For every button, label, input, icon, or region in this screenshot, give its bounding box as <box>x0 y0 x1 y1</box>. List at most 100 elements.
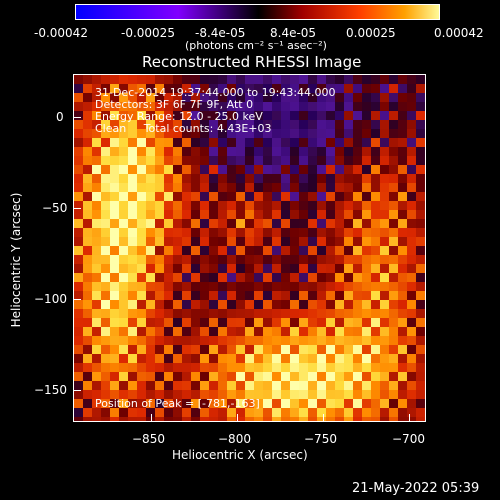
heatmap-cell <box>146 291 155 300</box>
heatmap-cell <box>137 93 146 102</box>
heatmap-cell <box>254 309 263 318</box>
heatmap-cell <box>83 318 92 327</box>
heatmap-cell <box>317 237 326 246</box>
heatmap-cell <box>299 165 308 174</box>
heatmap-cell <box>380 336 389 345</box>
heatmap-cell <box>110 165 119 174</box>
heatmap-cell <box>308 300 317 309</box>
heatmap-cell <box>389 363 398 372</box>
heatmap-cell <box>317 174 326 183</box>
heatmap-cell <box>308 372 317 381</box>
heatmap-cell <box>110 264 119 273</box>
heatmap-cell <box>389 264 398 273</box>
heatmap-cell <box>263 336 272 345</box>
heatmap-cell <box>209 300 218 309</box>
heatmap-cell <box>344 129 353 138</box>
heatmap-cell <box>101 354 110 363</box>
heatmap-cell <box>137 318 146 327</box>
heatmap-cell <box>218 264 227 273</box>
heatmap-cell <box>362 192 371 201</box>
heatmap-cell <box>155 390 164 399</box>
colorbar-unit-label: (photons cm⁻² s⁻¹ asec⁻²) <box>185 39 327 52</box>
heatmap-cell <box>317 336 326 345</box>
heatmap-cell <box>254 417 263 421</box>
heatmap-cell <box>299 372 308 381</box>
heatmap-cell <box>353 309 362 318</box>
heatmap-cell <box>110 291 119 300</box>
heatmap-cell <box>362 327 371 336</box>
heatmap-cell <box>353 147 362 156</box>
heatmap-cell <box>137 309 146 318</box>
heatmap-cell <box>200 408 209 417</box>
heatmap-cell <box>227 390 236 399</box>
heatmap-cell <box>272 111 281 120</box>
heatmap-cell <box>200 84 209 93</box>
heatmap-cell <box>371 336 380 345</box>
heatmap-cell <box>254 381 263 390</box>
heatmap-cell <box>209 183 218 192</box>
heatmap-cell <box>182 390 191 399</box>
heatmap-cell <box>353 219 362 228</box>
heatmap-cell <box>137 75 146 84</box>
heatmap-cell <box>119 318 128 327</box>
heatmap-cell <box>371 102 380 111</box>
heatmap-cell <box>128 120 137 129</box>
heatmap-cell <box>263 318 272 327</box>
heatmap-cell <box>218 255 227 264</box>
heatmap-cell <box>416 336 425 345</box>
heatmap-cell <box>155 93 164 102</box>
heatmap-cell <box>371 201 380 210</box>
heatmap-cell <box>209 102 218 111</box>
heatmap-cell <box>218 228 227 237</box>
heatmap-cell <box>92 201 101 210</box>
heatmap-cell <box>182 345 191 354</box>
heatmap-cell <box>335 147 344 156</box>
heatmap-cell <box>227 192 236 201</box>
heatmap-cell <box>92 345 101 354</box>
heatmap-cell <box>173 291 182 300</box>
heatmap-cell <box>182 255 191 264</box>
heatmap-cell <box>191 210 200 219</box>
heatmap-cell <box>254 111 263 120</box>
y-tickmark <box>74 208 81 209</box>
heatmap-cell <box>137 210 146 219</box>
heatmap-cell <box>191 381 200 390</box>
heatmap-cell <box>200 192 209 201</box>
heatmap-cell <box>290 255 299 264</box>
heatmap-cell <box>191 282 200 291</box>
heatmap-cell <box>344 345 353 354</box>
heatmap-cell <box>317 309 326 318</box>
heatmap-cell <box>326 201 335 210</box>
heatmap-cell <box>335 75 344 84</box>
heatmap-cell <box>407 399 416 408</box>
heatmap-cell <box>245 255 254 264</box>
heatmap-cell <box>164 273 173 282</box>
heatmap-cell <box>281 381 290 390</box>
heatmap-cell <box>380 309 389 318</box>
heatmap-cell <box>263 93 272 102</box>
heatmap-cell <box>263 300 272 309</box>
heatmap-cell <box>209 165 218 174</box>
heatmap-cell <box>308 417 317 421</box>
heatmap-cell <box>290 156 299 165</box>
heatmap-cell <box>299 300 308 309</box>
heatmap-cell <box>245 372 254 381</box>
heatmap-cell <box>74 291 83 300</box>
heatmap-cell <box>344 75 353 84</box>
heatmap-cell <box>146 363 155 372</box>
heatmap-cell <box>398 219 407 228</box>
heatmap-cell <box>182 417 191 421</box>
heatmap-cell <box>92 75 101 84</box>
heatmap-cell <box>137 111 146 120</box>
heatmap-cell <box>191 75 200 84</box>
heatmap-cell <box>200 372 209 381</box>
heatmap-cell <box>119 327 128 336</box>
heatmap-cell <box>317 228 326 237</box>
heatmap-cell <box>209 408 218 417</box>
heatmap-cell <box>326 147 335 156</box>
heatmap-cell <box>299 255 308 264</box>
heatmap-cell <box>200 381 209 390</box>
heatmap-cell <box>173 237 182 246</box>
heatmap-cell <box>164 174 173 183</box>
heatmap-cell <box>164 120 173 129</box>
